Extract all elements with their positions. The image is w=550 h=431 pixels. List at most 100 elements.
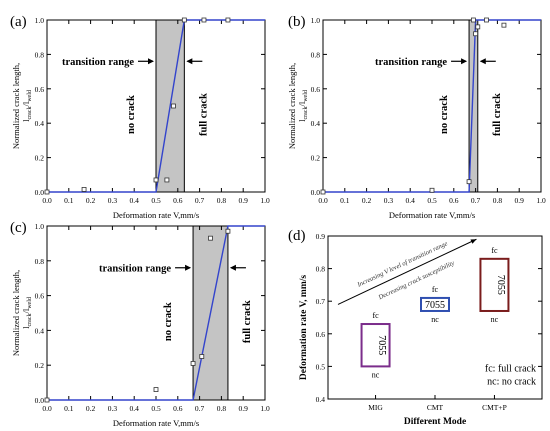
x-tick-label: 0.3 <box>384 196 394 205</box>
y-tick-label: 0.4 <box>316 395 326 404</box>
range-box-label: 7055 <box>425 300 445 311</box>
transition-arrowhead-right <box>479 58 486 65</box>
no-crack-label: no crack <box>439 95 450 134</box>
transition-arrowhead-right <box>229 264 236 271</box>
transition-range-label: transition range <box>62 57 134 68</box>
x-tick-label: 1.0 <box>260 404 270 413</box>
data-point <box>466 179 472 185</box>
data-point <box>225 17 231 23</box>
x-tick-label: 0.0 <box>42 196 52 205</box>
y-tick-label: 0.6 <box>311 85 321 94</box>
x-tick-label: 0.0 <box>42 404 52 413</box>
range-box-cmtp <box>479 257 510 312</box>
data-point <box>81 187 87 192</box>
x-tick-label: 0.6 <box>449 196 459 205</box>
y-axis-title-part: weld <box>303 90 309 102</box>
data-point <box>473 31 479 37</box>
y-axis-title-sub: lcrack/lweld <box>297 90 309 122</box>
x-tick-label: 0.9 <box>515 196 525 205</box>
data-point <box>201 17 207 23</box>
transition-arrowhead-left <box>461 58 468 65</box>
data-point <box>153 387 159 392</box>
range-bottom-label: nc <box>491 315 499 324</box>
data-point <box>164 177 170 183</box>
panel-label: (a) <box>10 14 27 30</box>
x-axis-title: Deformation rate V,mm/s <box>389 210 475 220</box>
x-tick-label: 0.7 <box>195 404 205 413</box>
fit-line <box>323 19 541 193</box>
x-tick-label: 0.5 <box>151 196 161 205</box>
x-tick-label: 0.1 <box>64 404 74 413</box>
y-tick-label: 0.4 <box>35 119 45 128</box>
legend-fc: fc: full crack <box>485 363 536 374</box>
y-tick-label: 0.9 <box>316 232 326 241</box>
y-tick-label: 0.8 <box>35 50 45 59</box>
data-point <box>44 189 50 195</box>
x-tick-label: 0.5 <box>151 404 161 413</box>
data-point <box>153 177 159 183</box>
y-tick-label: 1.0 <box>35 16 45 25</box>
x-tick-label: 0.2 <box>86 404 96 413</box>
y-tick-label: 0.5 <box>316 362 326 371</box>
transition-arrowhead-left <box>148 58 154 65</box>
y-tick-label: 0.6 <box>35 292 45 301</box>
transition-arrowhead-right <box>186 58 193 65</box>
panel-label: (d) <box>288 228 306 244</box>
range-top-label: fc <box>491 246 498 255</box>
y-axis-title: Normalized crack length, <box>287 63 297 149</box>
trend-arrow <box>337 238 477 305</box>
data-point <box>190 361 196 366</box>
x-axis-title: Different Mode <box>404 417 466 427</box>
transition-range-label: transition range <box>375 57 447 68</box>
transition-arrowhead-left <box>185 264 192 271</box>
range-box-label: 7055 <box>495 275 506 295</box>
data-point <box>471 17 476 23</box>
x-tick-label: 1.0 <box>536 196 546 205</box>
fit-line <box>47 225 265 401</box>
data-point <box>320 189 326 195</box>
no-crack-label: no crack <box>163 302 174 341</box>
y-axis-title-part: l <box>21 119 31 122</box>
chart-panel-b: 0.0 0.1 0.2 0.3 0.4 0.5 0.6 0.7 0.8 0.9 1.0 0.0 0.2 0… <box>287 14 546 220</box>
data-point <box>208 235 213 241</box>
y-tick-label: 0.6 <box>35 85 45 94</box>
panel-label: (b) <box>288 14 306 30</box>
data-point <box>429 187 435 193</box>
chart-panel-c: 0.0 0.1 0.2 0.3 0.4 0.5 0.6 0.7 0.8 0.9 1.0 0.0 0.2 0… <box>10 220 270 428</box>
data-point <box>475 24 481 30</box>
x-tick-label: 0.1 <box>64 196 74 205</box>
trend-arrowhead <box>470 239 477 244</box>
y-tick-label: 1.0 <box>311 16 321 25</box>
full-crack-label: full crack <box>198 93 209 136</box>
x-tick-label: 0.9 <box>239 404 249 413</box>
range-box-cmt <box>420 296 450 312</box>
x-tick-label: 0.4 <box>130 196 140 205</box>
y-axis-title-sub: lcrack/lweld <box>21 297 33 329</box>
x-tick-label: 0.8 <box>217 404 227 413</box>
x-tick-label: 0.7 <box>471 196 481 205</box>
y-axis-title-part: l <box>297 119 307 122</box>
range-top-label: fc <box>432 285 439 294</box>
range-bottom-label: nc <box>372 370 380 379</box>
y-axis-title-sub: lcrack/lweld <box>21 90 33 122</box>
x-tick-label: 0.6 <box>173 404 183 413</box>
y-tick-label: 0.0 <box>311 188 321 197</box>
transition-range-label: transition range <box>99 263 171 274</box>
y-axis-title-part: /l <box>297 101 307 106</box>
y-tick-label: 0.8 <box>311 50 321 59</box>
y-tick-label: 0.2 <box>311 154 321 163</box>
data-point <box>484 17 489 23</box>
data-point <box>44 397 50 403</box>
x-tick-label: MIG <box>368 403 383 412</box>
data-point <box>501 22 507 28</box>
y-tick-label: 0.0 <box>35 188 45 197</box>
x-tick-label: CMT+P <box>482 403 507 412</box>
x-tick-label: 0.5 <box>427 196 437 205</box>
y-axis-title-part: weld <box>27 90 33 102</box>
x-tick-label: 0.4 <box>406 196 416 205</box>
x-tick-label: 0.2 <box>86 196 96 205</box>
trend-text-upper: Increasing V level of transition range <box>356 240 449 289</box>
y-axis-title-part: crack <box>303 107 309 120</box>
x-tick-label: 0.3 <box>108 404 118 413</box>
